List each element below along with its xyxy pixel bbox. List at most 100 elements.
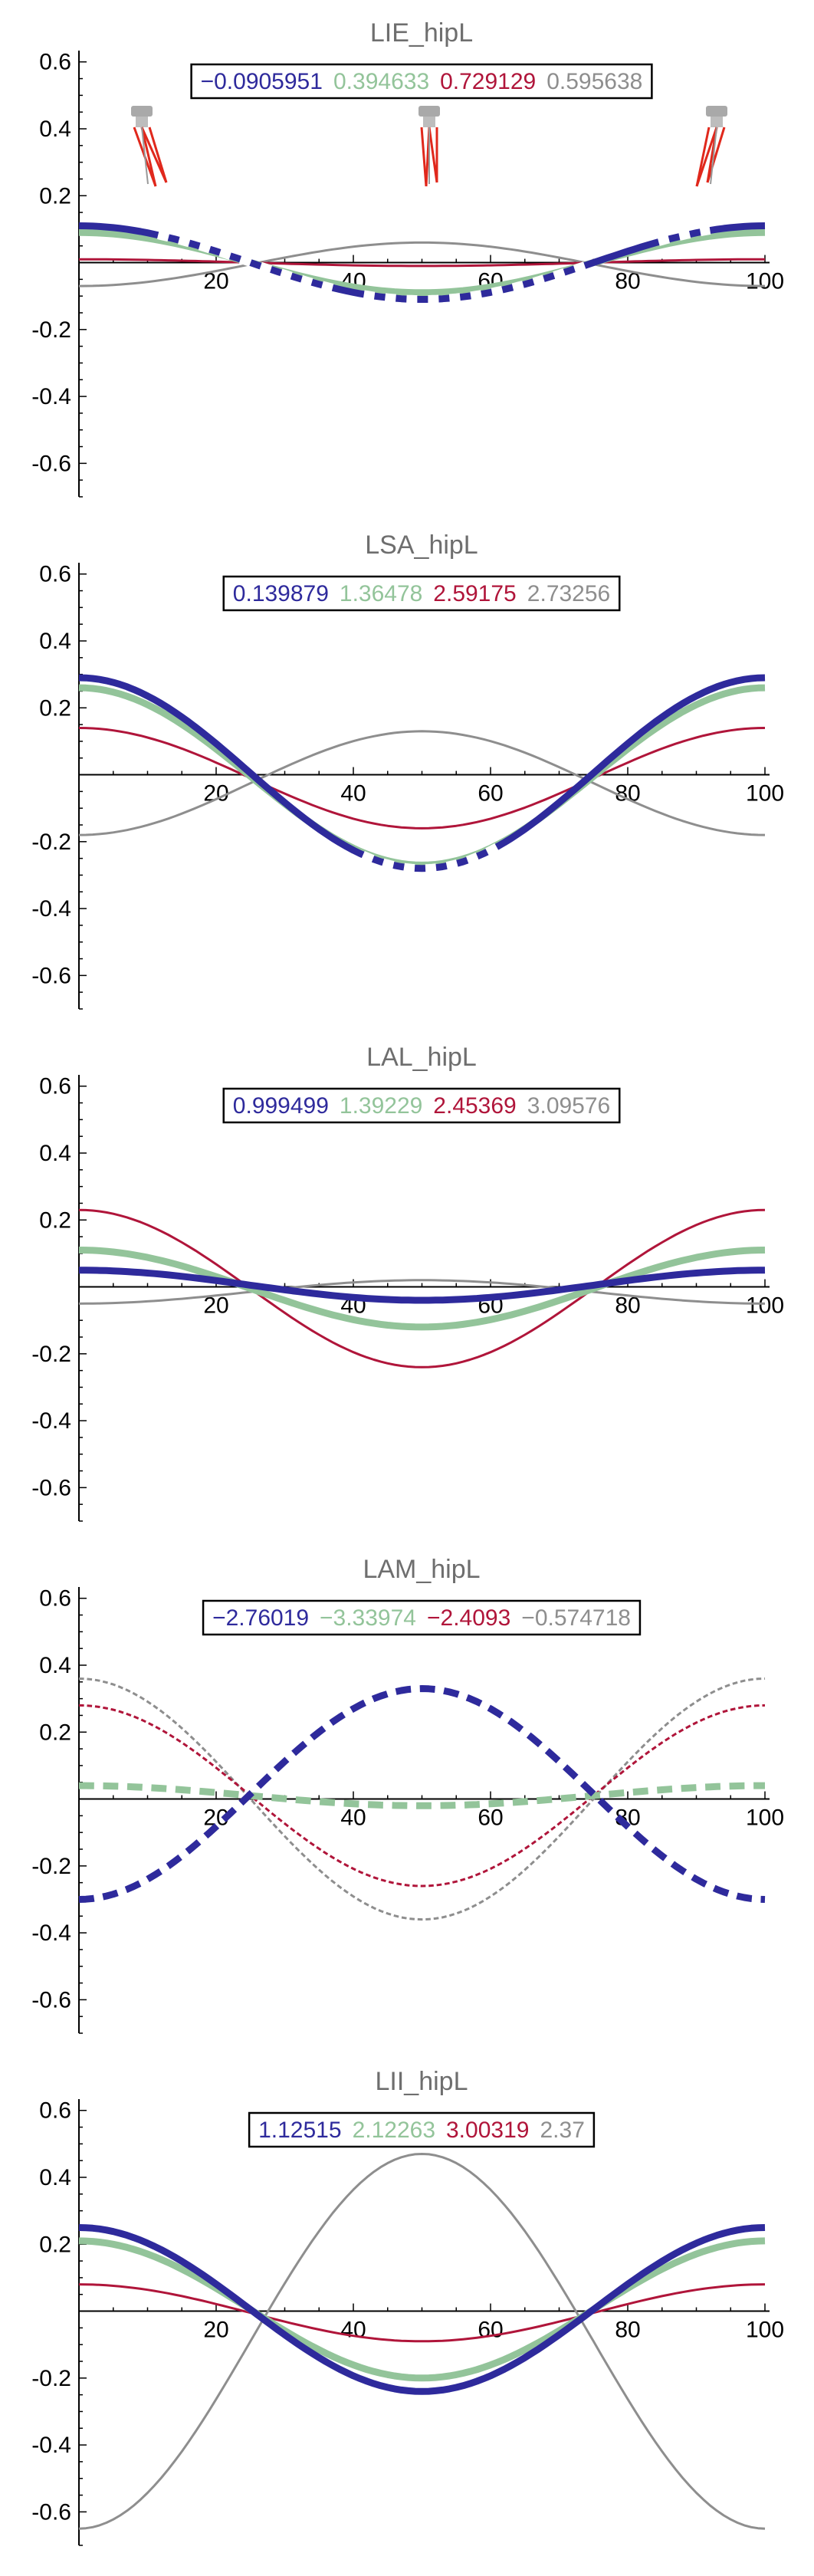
y-tick-label: -0.2 <box>31 1854 71 1879</box>
legend-box <box>202 1599 642 1636</box>
leg-pose-icon <box>695 106 727 187</box>
legend-entry-blue: −2.76019 <box>212 1605 309 1631</box>
legend-entry-blue: −0.0905951 <box>201 69 323 94</box>
x-tick-label: 20 <box>203 2318 228 2343</box>
y-tick-label: 0.4 <box>39 1141 71 1166</box>
y-tick-label: -0.2 <box>31 2366 71 2391</box>
legend-entry-green: −3.33974 <box>320 1605 416 1631</box>
series-line-green <box>78 2237 766 2382</box>
series-line-gray <box>78 1279 766 1305</box>
legend-box <box>222 575 621 612</box>
legend-entry-red: 3.00319 <box>446 2118 529 2143</box>
series-dash-gap <box>351 839 507 873</box>
y-tick-label: 0.2 <box>39 1208 71 1233</box>
y-tick-label: -0.6 <box>31 1987 71 2013</box>
x-tick-label: 100 <box>746 269 784 294</box>
series-line-gray <box>78 730 766 836</box>
legend-box <box>222 1087 621 1124</box>
y-tick-label: 0.6 <box>39 1074 71 1099</box>
y-tick-label: 0.2 <box>39 2232 71 2257</box>
legend-box <box>190 63 653 100</box>
x-tick-label: 100 <box>746 2318 784 2343</box>
series-line-red <box>78 727 766 830</box>
y-tick-label: 0.6 <box>39 562 71 587</box>
x-tick-label: 100 <box>746 1293 784 1319</box>
x-tick-label: 40 <box>340 781 366 807</box>
legend: 0.999499 1.39229 2.45369 3.09576 <box>222 1087 621 1124</box>
series-line-red <box>78 1704 766 1888</box>
legend: −2.76019 −3.33974 −2.4093 −0.574718 <box>202 1599 642 1636</box>
x-tick-label: 60 <box>478 781 503 807</box>
series-line-red <box>78 2283 766 2343</box>
series-dash-gap <box>647 226 711 249</box>
legend: −0.0905951 0.394633 0.729129 0.595638 <box>190 63 653 100</box>
series-line-red <box>78 1208 766 1368</box>
chart-title: LIE_hipL <box>370 18 473 48</box>
series-line-gray <box>78 1677 766 1921</box>
y-tick-label: 0.2 <box>39 183 71 209</box>
chart-title: LII_hipL <box>376 2067 468 2096</box>
series-line-green <box>79 1782 765 1809</box>
chart-title: LSA_hipL <box>365 531 478 560</box>
legend-entry-red: 2.45369 <box>433 1093 516 1119</box>
y-tick-label: -0.2 <box>31 1342 71 1367</box>
series-line-gray <box>78 241 766 288</box>
x-tick-label: 40 <box>340 2318 366 2343</box>
legend-entry-blue: 0.139879 <box>233 581 329 606</box>
y-tick-label: 0.6 <box>39 2098 71 2124</box>
legend-entry-blue: 1.12515 <box>258 2118 341 2143</box>
x-tick-label: 80 <box>615 2318 640 2343</box>
legend-entry-green: 2.12263 <box>353 2118 435 2143</box>
chart-title: LAL_hipL <box>366 1043 477 1072</box>
y-tick-label: -0.6 <box>31 1475 71 1500</box>
legend: 1.12515 2.12263 3.00319 2.37 <box>248 2111 596 2148</box>
legend-entry-gray: 2.73256 <box>527 581 610 606</box>
chart-panel-5: LII_hipL 0.6 0.4 0.2 -0.2 -0.4 -0.6 20 40 60 80 100… <box>31 2067 784 2546</box>
x-tick-label: 40 <box>340 1806 366 1831</box>
legend-entry-gray: 2.37 <box>540 2118 585 2143</box>
series-dash-gap <box>353 258 596 304</box>
y-tick-label: -0.4 <box>31 384 71 409</box>
leg-pose-icon <box>418 106 440 187</box>
y-tick-label: -0.4 <box>31 2433 71 2458</box>
legend-entry-gray: 0.595638 <box>546 69 642 94</box>
x-tick-label: 60 <box>478 2318 503 2343</box>
legend-entry-red: −2.4093 <box>427 1605 510 1631</box>
y-tick-label: -0.2 <box>31 830 71 855</box>
legend-entry-red: 2.59175 <box>433 581 516 606</box>
chart-title: LAM_hipL <box>363 1555 480 1584</box>
y-tick-label: -0.6 <box>31 2499 71 2525</box>
legend: 0.139879 1.36478 2.59175 2.73256 <box>222 575 621 612</box>
y-tick-label: 0.4 <box>39 2165 71 2190</box>
y-tick-label: -0.2 <box>31 317 71 343</box>
legend-entry-gray: 3.09576 <box>527 1093 610 1119</box>
series-line-green <box>78 1247 766 1331</box>
leg-pose-icon <box>131 106 168 187</box>
legend-box <box>248 2111 596 2148</box>
series-line-blue <box>78 2224 766 2395</box>
legend-entry-green: 0.394633 <box>333 69 429 94</box>
y-tick-label: 0.4 <box>39 117 71 142</box>
y-tick-label: 0.2 <box>39 695 71 721</box>
y-tick-label: -0.4 <box>31 1408 71 1434</box>
legend-entry-gray: −0.574718 <box>521 1605 631 1631</box>
x-tick-label: 100 <box>746 1806 784 1831</box>
series-line-red <box>79 258 765 268</box>
legend-entry-red: 0.729129 <box>440 69 536 94</box>
y-tick-label: -0.6 <box>31 963 71 988</box>
x-tick-label: 60 <box>478 1806 503 1831</box>
y-tick-label: -0.6 <box>31 451 71 476</box>
y-tick-label: 0.6 <box>39 1586 71 1612</box>
series-line-gray <box>78 2153 766 2530</box>
legend-entry-green: 1.36478 <box>340 581 422 606</box>
series-line-blue <box>78 1685 766 1903</box>
series-line-blue <box>78 674 766 872</box>
legend-entry-blue: 0.999499 <box>233 1093 329 1119</box>
legend-entry-green: 1.39229 <box>340 1093 422 1119</box>
series-line-blue <box>78 1267 766 1304</box>
y-tick-label: 0.4 <box>39 1653 71 1678</box>
